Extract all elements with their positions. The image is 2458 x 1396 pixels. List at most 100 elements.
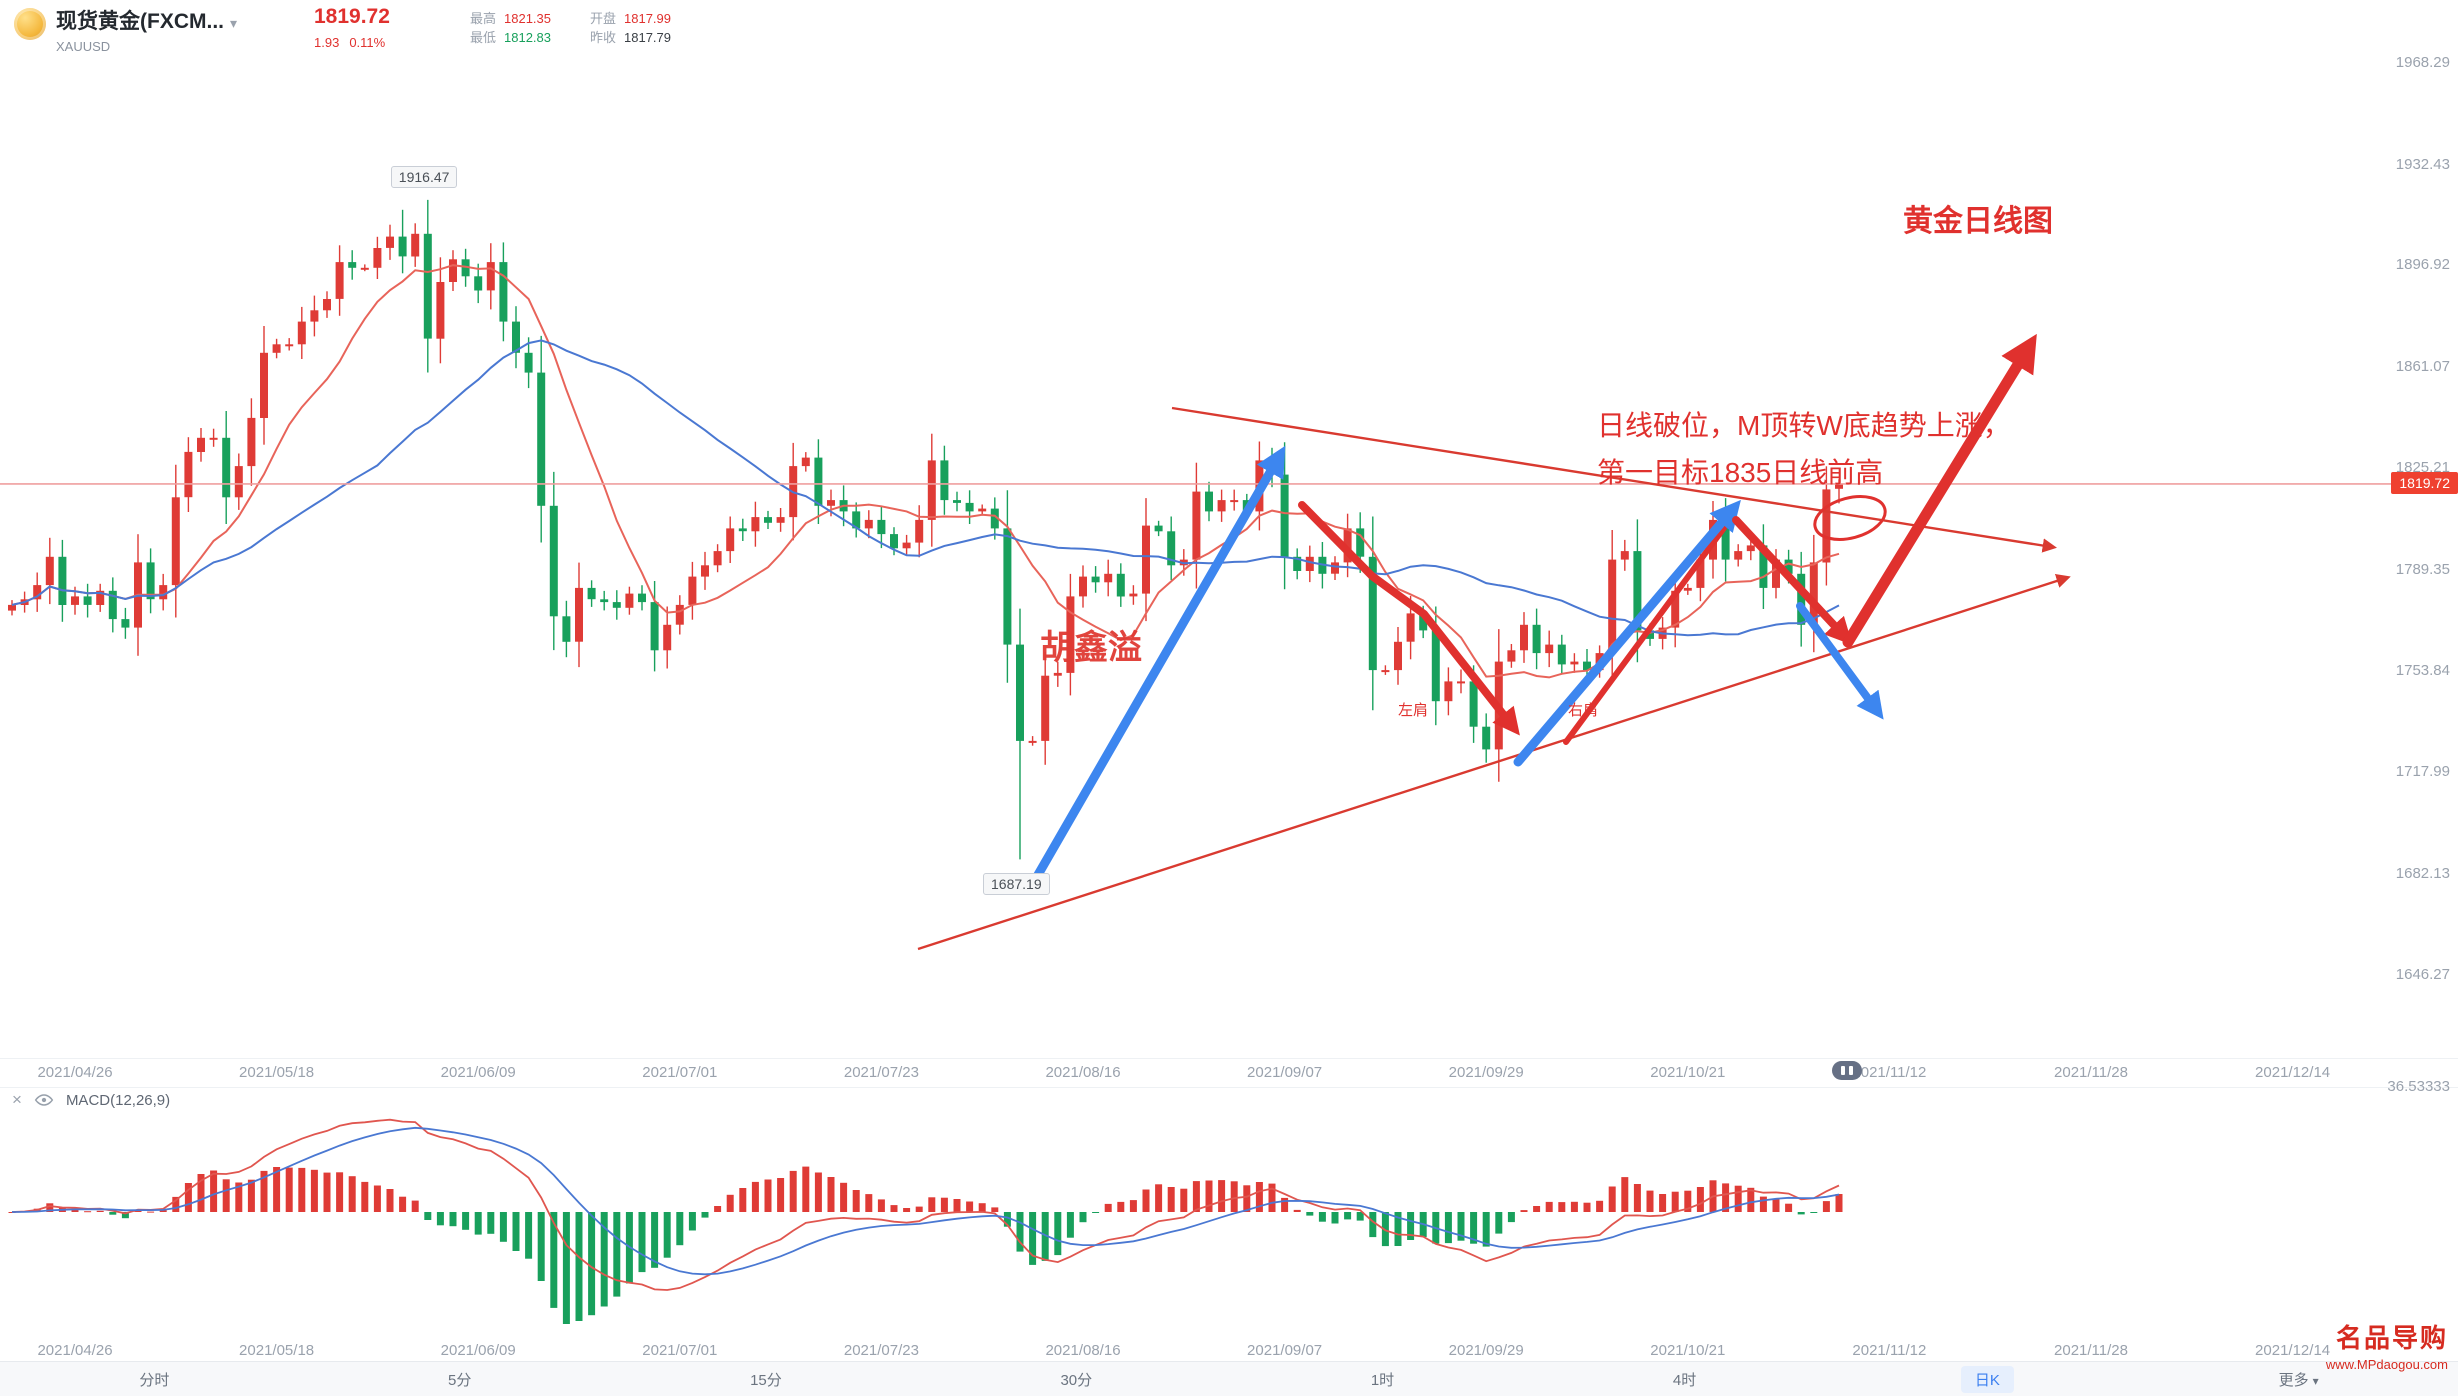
candle-body [1457,681,1465,684]
breakout-circle[interactable] [1810,489,1890,546]
candle-body [1784,559,1793,574]
timeframe-1h[interactable]: 1时 [1370,1371,1395,1389]
decline-red-arrow[interactable] [1298,501,1520,736]
macd-bar [575,1212,583,1321]
candle-body [751,517,760,532]
macd-bar [373,1185,381,1212]
candle-body [1469,681,1478,727]
candle-body [247,417,256,467]
macd-bar [424,1212,432,1220]
macd-bar [802,1166,810,1212]
price-tick-label: 1932.43 [2395,155,2450,173]
timeframe-more[interactable]: 更多 ▾ [2278,1371,2319,1389]
timeframe-fenshi[interactable]: 分时 [139,1371,170,1389]
resistance-trendline[interactable] [1171,406,2057,553]
macd-bar [701,1212,709,1218]
candle-body [990,508,999,529]
macd-bar [1407,1212,1415,1240]
macd-bar [966,1201,974,1212]
candle-body [1104,573,1113,583]
candle-body [1822,489,1831,563]
left-shoulder-label: 左肩 [1398,702,1429,719]
macd-bar [1596,1200,1604,1212]
macd-bar [814,1172,822,1212]
candle-body [1520,624,1528,651]
indicator-label[interactable]: MACD(12,26,9) [65,1091,171,1109]
annotations-layer [917,333,2071,951]
candle-body [461,259,470,277]
timeframe-30m[interactable]: 30分 [1060,1371,1093,1389]
macd-bar [953,1199,961,1212]
timeframe-daily[interactable]: 日K [1960,1365,2014,1393]
pullback-red-arrow[interactable] [1732,516,1853,645]
candle-body [1809,562,1818,625]
close-icon[interactable]: × [12,1090,22,1109]
right-shoulder-label: 右肩 [1568,702,1599,719]
chevron-down-icon[interactable]: ▾ [230,15,238,31]
pause-badge[interactable] [1832,1061,1862,1080]
macd-bar [663,1212,671,1258]
date-tick-label: 2021/06/09 [440,1342,516,1359]
macd-dif-line [11,1118,1840,1291]
candle-body [587,587,596,600]
date-tick-label: 2021/08/16 [1045,1342,1121,1359]
macd-bar [688,1212,696,1231]
macd-bar [1835,1194,1843,1212]
impulse-up-arrow-1[interactable] [1030,445,1286,885]
macd-dea-line [11,1126,1840,1276]
alt-down-blue-arrow[interactable] [1796,602,1884,720]
candle-body [33,585,42,600]
candle-body [1028,740,1037,743]
macd-bar [1457,1212,1465,1241]
macd-bar [1734,1185,1742,1212]
macd-bar [827,1177,835,1212]
candle-body [1142,525,1150,594]
candle-body [1683,587,1692,591]
macd-bar [84,1211,92,1213]
macd-bar [840,1182,848,1212]
macd-bar [1079,1212,1087,1223]
symbol-title[interactable]: 现货黄金(FXCM... [56,10,224,33]
timeframe-4h[interactable]: 4时 [1672,1371,1697,1389]
macd-bar [890,1205,898,1212]
timeframe-15m[interactable]: 15分 [750,1371,782,1389]
macd-bar [310,1169,318,1212]
impulse-up-arrow-2[interactable] [1513,499,1741,767]
candle-body [902,542,911,549]
projection-up-arrow[interactable] [1842,333,2037,648]
candles-layer [8,199,1843,860]
candle-body [1079,576,1087,597]
candle-body [1003,528,1012,645]
candle-body [411,233,420,257]
macd-bar [1167,1187,1175,1212]
date-tick-label: 2021/11/12 [1852,1342,1927,1359]
candle-body [953,500,961,503]
candle-body [1633,551,1642,631]
eye-icon[interactable] [34,1093,54,1107]
macd-bar [1482,1212,1490,1247]
macd-bar [1192,1181,1200,1212]
stats-col-1: 最高 1821.35 最低 1812.83 [470,9,551,47]
macd-bar [1759,1196,1767,1212]
w-bottom-red-rise[interactable] [1563,525,1727,745]
macd-bar [1318,1212,1326,1222]
candle-body [436,282,445,339]
candle-body [1608,559,1617,654]
symbol-block[interactable]: 现货黄金(FXCM... ▾ XAUUSD [56,5,237,54]
candle-body [1205,491,1213,512]
gold-coin-icon [14,8,46,40]
timeframe-5m[interactable]: 5分 [448,1371,472,1389]
price-tick-label: 1861.07 [2395,357,2450,375]
candle-body [335,262,344,299]
date-tick-label: 2021/08/16 [1045,1064,1121,1081]
date-tick-label: 2021/11/12 [1852,1064,1927,1081]
candle-body [688,576,697,605]
macd-bar [613,1212,621,1297]
macd-bar [651,1212,659,1268]
indicator-header: × MACD(12,26,9) [12,1090,170,1110]
candle-body [663,624,672,651]
macd-bar [1117,1201,1125,1212]
candle-body [1532,624,1541,654]
support-trendline[interactable] [917,574,2071,951]
